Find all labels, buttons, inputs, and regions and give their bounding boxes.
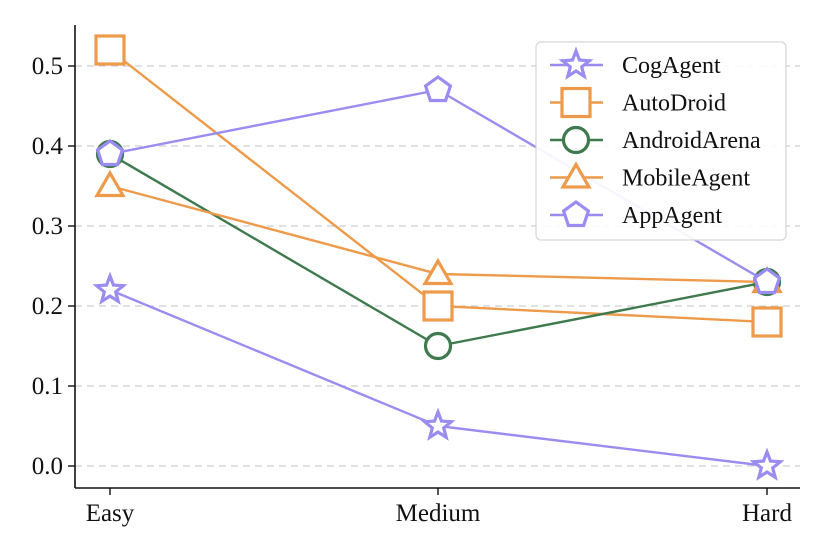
legend: CogAgent AutoDroid AndroidArena MobileAgent…: [535, 41, 787, 241]
x-tick-label: Easy: [86, 500, 135, 527]
data-point-autodroid-hard: [751, 306, 783, 338]
y-tick-label: 0.0: [32, 453, 63, 480]
legend-frame: [535, 41, 787, 241]
series-autodroid: [94, 34, 783, 338]
legend-marker-pentagon: [561, 200, 591, 228]
y-tick-label: 0.5: [32, 53, 63, 80]
series-cogagent: [92, 271, 785, 481]
y-tick-label: 0.4: [32, 133, 64, 160]
y-tick-label: 0.3: [32, 213, 63, 240]
legend-marker-star: [558, 46, 594, 80]
legend-entry-appagent: AppAgent: [550, 200, 722, 229]
legend-label: AppAgent: [622, 203, 722, 229]
legend-marker-square: [560, 86, 592, 119]
y-tick-label: 0.2: [32, 293, 63, 320]
x-tick-label: Medium: [396, 500, 481, 527]
x-tick-label: Hard: [742, 500, 792, 527]
data-point-androidarena-medium: [423, 331, 453, 361]
data-point-autodroid-medium: [422, 290, 454, 322]
legend-marker-circle: [561, 125, 591, 155]
data-point-cogagent-medium: [420, 407, 456, 441]
data-point-mobileagent-medium: [422, 257, 454, 286]
data-point-cogagent-hard: [749, 447, 785, 481]
legend-label: AndroidArena: [622, 128, 761, 154]
data-point-appagent-medium: [423, 75, 453, 103]
legend-marker-triangle: [560, 161, 592, 189]
x-ticks: Easy Medium Hard: [86, 488, 792, 527]
legend-label: AutoDroid: [622, 91, 726, 117]
legend-entry-mobileagent: MobileAgent: [550, 161, 750, 192]
data-point-appagent-easy: [95, 139, 125, 167]
legend-entry-androidarena: AndroidArena: [550, 125, 761, 155]
legend-entry-cogagent: CogAgent: [550, 46, 721, 80]
y-ticks: 0.0 0.1 0.2 0.3 0.4 0.5: [32, 53, 75, 480]
data-point-appagent-hard: [752, 267, 782, 295]
y-tick-label: 0.1: [32, 373, 63, 400]
series-group: [92, 34, 785, 481]
legend-label: MobileAgent: [622, 166, 750, 192]
data-point-mobileagent-easy: [94, 169, 126, 198]
legend-label: CogAgent: [622, 53, 721, 79]
data-point-cogagent-easy: [92, 271, 128, 305]
legend-entry-autodroid: AutoDroid: [550, 86, 726, 119]
data-point-autodroid-easy: [94, 34, 126, 66]
